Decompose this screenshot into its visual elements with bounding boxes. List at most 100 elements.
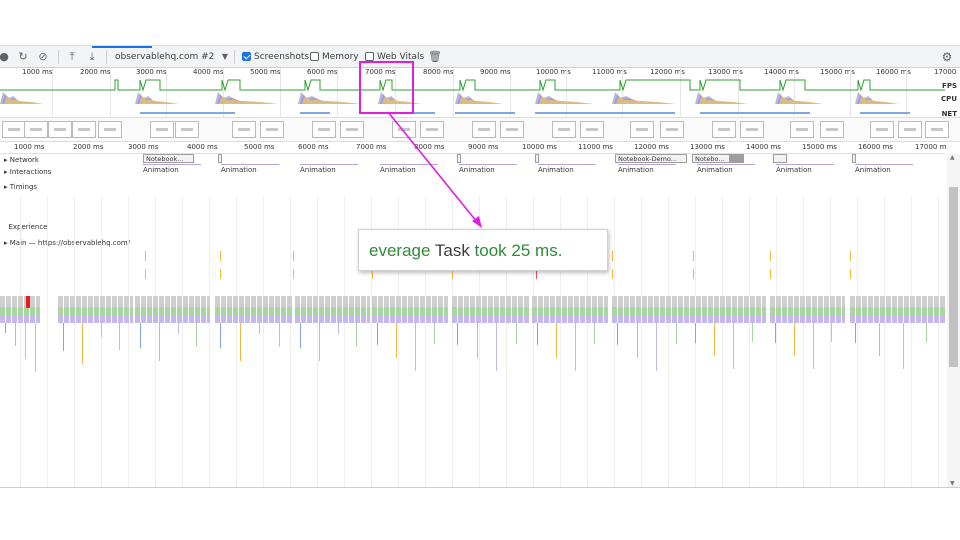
screenshot-thumbnail[interactable]	[24, 121, 48, 138]
call-stack-bar[interactable]	[35, 323, 36, 372]
network-request[interactable]	[773, 154, 787, 163]
call-stack-bar[interactable]	[63, 323, 64, 351]
call-stack-bar[interactable]	[902, 323, 904, 369]
call-stack-bar[interactable]	[434, 323, 435, 344]
screenshot-thumbnail[interactable]	[2, 121, 26, 138]
screenshot-thumbnail[interactable]	[580, 121, 604, 138]
call-stack-bar[interactable]	[177, 323, 179, 334]
network-request[interactable]: Notebook...	[143, 154, 194, 163]
call-stack-bar[interactable]	[733, 323, 734, 369]
call-stack-bar[interactable]	[100, 323, 102, 337]
main-task-block[interactable]	[850, 307, 945, 315]
main-task-block[interactable]	[612, 315, 690, 323]
call-stack-bar[interactable]	[537, 323, 538, 345]
screenshots-checkbox[interactable]	[242, 52, 251, 61]
experience-marker[interactable]	[452, 269, 453, 279]
main-task-block[interactable]	[850, 315, 945, 323]
screenshot-thumbnail[interactable]	[630, 121, 654, 138]
screenshot-thumbnail[interactable]	[870, 121, 894, 138]
main-task-block[interactable]	[452, 315, 530, 323]
experience-marker[interactable]	[850, 269, 851, 279]
main-task-block[interactable]	[372, 296, 448, 307]
animation-label[interactable]: Animation	[776, 166, 812, 174]
animation-label[interactable]: Animation	[221, 166, 257, 174]
call-stack-bar[interactable]	[656, 323, 657, 371]
reload-icon[interactable]: ↻	[18, 50, 28, 63]
call-stack-bar[interactable]	[695, 323, 696, 343]
timing-marker[interactable]	[220, 251, 221, 261]
main-task-block[interactable]	[135, 307, 210, 315]
call-stack-bar[interactable]	[220, 323, 221, 348]
main-task-block[interactable]	[135, 315, 210, 323]
main-task-block[interactable]	[0, 296, 40, 307]
network-request[interactable]	[852, 154, 856, 163]
call-stack-bar[interactable]	[239, 323, 241, 361]
screenshot-thumbnail[interactable]	[500, 121, 524, 138]
screenshot-thumbnail[interactable]	[820, 121, 844, 138]
screenshot-thumbnail[interactable]	[552, 121, 576, 138]
main-task-block[interactable]	[295, 307, 370, 315]
animation-label[interactable]: Animation	[380, 166, 416, 174]
call-stack-bar[interactable]	[575, 323, 576, 371]
interactions-track-label[interactable]: ▸ Interactions	[4, 168, 52, 176]
timing-marker[interactable]	[693, 251, 694, 261]
call-stack-bar[interactable]	[496, 323, 497, 371]
screenshot-thumbnail[interactable]	[660, 121, 684, 138]
main-task-block[interactable]	[690, 307, 766, 315]
screenshot-thumbnail[interactable]	[175, 121, 199, 138]
timing-marker[interactable]	[293, 251, 294, 261]
main-task-block[interactable]	[612, 307, 690, 315]
call-stack-bar[interactable]	[259, 323, 260, 334]
scroll-up-icon[interactable]: ▲	[950, 154, 955, 161]
main-task-block[interactable]	[295, 315, 370, 323]
screenshot-thumbnail[interactable]	[392, 121, 416, 138]
call-stack-bar[interactable]	[377, 323, 378, 345]
long-task-marker[interactable]	[26, 296, 30, 308]
main-task-block[interactable]	[612, 296, 690, 307]
animation-label[interactable]: Animation	[459, 166, 495, 174]
network-request[interactable]	[535, 154, 539, 163]
main-task-block[interactable]	[452, 307, 530, 315]
main-task-block[interactable]	[770, 315, 845, 323]
record-icon[interactable]: ●	[0, 50, 9, 63]
call-stack-bar[interactable]	[594, 323, 595, 344]
call-stack-bar[interactable]	[140, 323, 141, 348]
main-task-block[interactable]	[135, 296, 210, 307]
call-stack-bar[interactable]	[81, 323, 83, 364]
call-stack-bar[interactable]	[356, 323, 358, 347]
memory-checkbox[interactable]	[310, 52, 319, 61]
timing-marker[interactable]	[770, 251, 771, 261]
network-request[interactable]: Notebook-Demo...	[615, 154, 687, 163]
animation-label[interactable]: Animation	[143, 166, 179, 174]
screenshot-thumbnail[interactable]	[898, 121, 922, 138]
trash-icon[interactable]: 🗑	[428, 50, 442, 63]
call-stack-bar[interactable]	[158, 323, 160, 361]
call-stack-bar[interactable]	[415, 323, 416, 371]
screenshot-thumbnail[interactable]	[340, 121, 364, 138]
main-task-block[interactable]	[770, 296, 845, 307]
screenshot-thumbnail[interactable]	[72, 121, 96, 138]
timings-track-label[interactable]: ▸ Timings	[4, 183, 38, 191]
experience-marker[interactable]	[612, 269, 613, 279]
animation-label[interactable]: Animation	[697, 166, 733, 174]
main-task-block[interactable]	[0, 315, 40, 323]
call-stack-bar[interactable]	[119, 323, 121, 350]
call-stack-bar[interactable]	[15, 323, 16, 346]
experience-marker[interactable]	[693, 269, 694, 279]
call-stack-bar[interactable]	[675, 323, 677, 344]
animation-label[interactable]: Animation	[855, 166, 891, 174]
call-stack-bar[interactable]	[25, 323, 26, 359]
screenshot-thumbnail[interactable]	[472, 121, 496, 138]
scrollbar-thumb[interactable]	[949, 187, 958, 367]
call-stack-bar[interactable]	[812, 323, 814, 369]
screenshot-thumbnail[interactable]	[740, 121, 764, 138]
dropdown-caret-icon[interactable]: ▼	[221, 52, 229, 61]
main-task-block[interactable]	[532, 307, 608, 315]
scroll-down-icon[interactable]: ▼	[950, 480, 955, 487]
screenshot-thumbnail[interactable]	[150, 121, 174, 138]
call-stack-bar[interactable]	[318, 323, 320, 361]
call-stack-bar[interactable]	[457, 323, 458, 345]
screenshot-thumbnail[interactable]	[312, 121, 336, 138]
main-task-block[interactable]	[58, 315, 133, 323]
screenshot-thumbnail[interactable]	[98, 121, 122, 138]
